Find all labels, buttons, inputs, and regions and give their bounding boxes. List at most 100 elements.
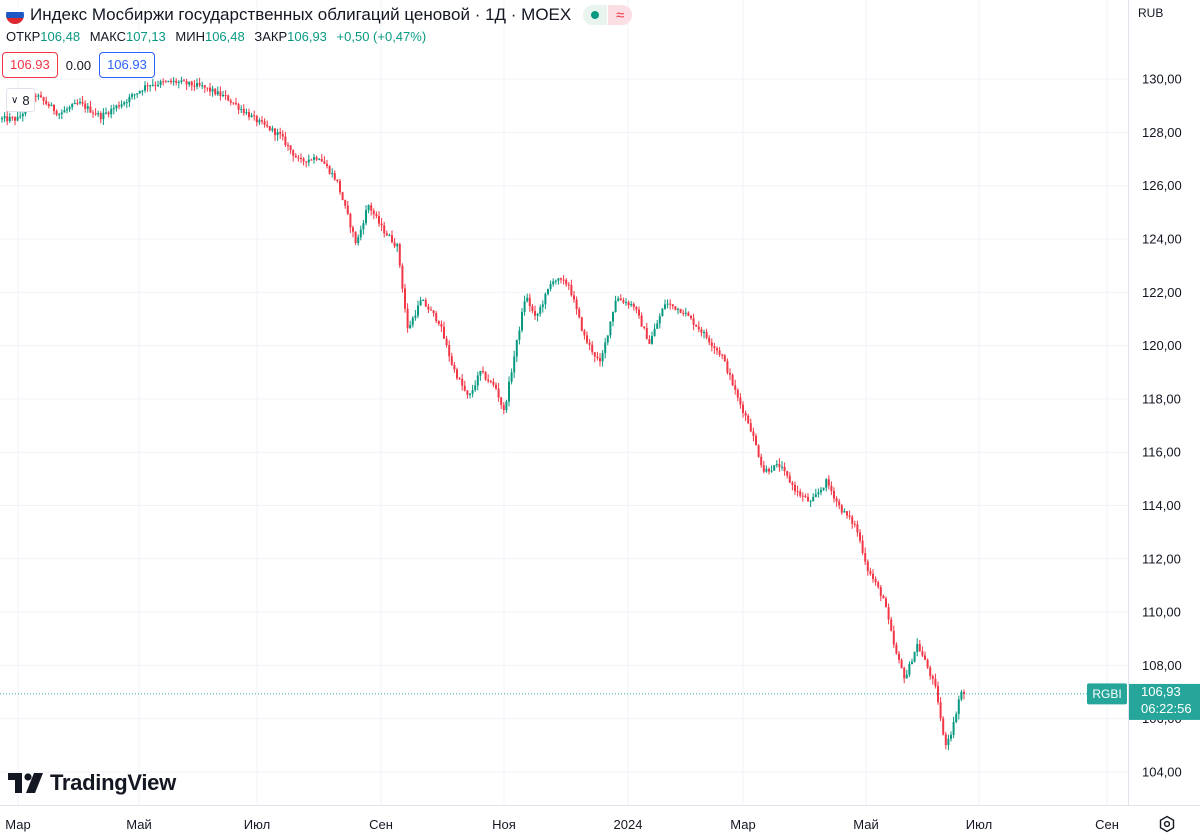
candle-body	[118, 105, 120, 107]
candle-body	[339, 181, 341, 193]
candle-body	[55, 111, 58, 115]
candle-body	[801, 495, 804, 497]
buy-button[interactable]: 106.93	[99, 52, 155, 78]
time-axis[interactable]: Мар Май Июл Сен Ноя 2024 Мар Май Июл Сен	[5, 817, 1119, 832]
candle-body	[934, 678, 937, 686]
settings-gear-icon[interactable]	[1158, 815, 1176, 833]
candle-body	[151, 84, 154, 86]
candle-body	[362, 223, 365, 230]
candle-body	[47, 103, 50, 107]
candle-body	[687, 312, 690, 316]
candle-body	[201, 85, 204, 87]
candle-body	[380, 223, 383, 226]
candle-body	[705, 331, 708, 338]
delayed-data-icon[interactable]: ≈	[608, 5, 633, 25]
candle-body	[632, 303, 635, 308]
indicators-toggle[interactable]: ∨ 8	[6, 88, 35, 112]
candle-body	[781, 466, 783, 468]
candle-body	[162, 81, 165, 83]
candle-body	[336, 179, 339, 182]
candle-body	[497, 388, 500, 398]
candle-body	[866, 561, 869, 572]
candle-body	[417, 305, 419, 316]
price-tick-label: 110,00	[1142, 605, 1181, 620]
candle-body	[92, 112, 94, 114]
candle-body	[81, 101, 84, 104]
currency-selector[interactable]: RUB	[1138, 6, 1164, 20]
candle-body	[21, 113, 24, 117]
tradingview-logo[interactable]: TradingView	[8, 770, 176, 796]
candle-body	[510, 372, 513, 382]
candle-body	[859, 532, 861, 541]
candle-body	[203, 85, 206, 88]
candle-body	[851, 516, 854, 524]
price-badge-countdown: 06:22:56	[1141, 701, 1192, 716]
candle-body	[890, 619, 893, 631]
candle-body	[895, 644, 898, 654]
candle-body	[310, 159, 313, 161]
candle-body	[268, 126, 271, 131]
candle-body	[505, 401, 508, 410]
candles	[1, 76, 965, 751]
candle-body	[775, 464, 778, 466]
candle-body	[297, 157, 300, 159]
candle-body	[762, 465, 765, 472]
candle-body	[333, 173, 336, 180]
candle-body	[326, 163, 328, 167]
candle-body	[42, 97, 45, 101]
candle-body	[588, 342, 591, 345]
candle-body	[294, 155, 297, 158]
symbol-title[interactable]: Индекс Мосбиржи государственных облигаци…	[30, 5, 572, 24]
price-tick-label: 118,00	[1142, 391, 1181, 406]
candle-body	[255, 115, 258, 123]
candle-body	[8, 117, 11, 121]
candle-body	[383, 225, 386, 234]
price-tick-label: 104,00	[1142, 765, 1182, 780]
candle-body	[315, 157, 318, 160]
candle-body	[882, 595, 885, 599]
candle-body	[846, 511, 848, 516]
candle-body	[627, 302, 630, 306]
price-axis[interactable]: 104,00106,00108,00110,00112,00114,00116,…	[1142, 72, 1182, 780]
spread-value: 0.00	[65, 57, 92, 73]
candle-body	[651, 336, 653, 344]
candle-body	[19, 116, 22, 118]
candle-body	[346, 205, 349, 214]
candle-body	[458, 378, 461, 380]
candle-body	[840, 505, 843, 513]
candle-body	[500, 397, 503, 405]
price-tick-label: 120,00	[1142, 338, 1182, 353]
price-tick-label: 130,00	[1142, 72, 1182, 87]
candle-body	[739, 397, 742, 405]
candle-body	[125, 102, 128, 104]
low-label: МИН	[175, 29, 205, 44]
candle-body	[752, 431, 755, 436]
sell-button[interactable]: 106.93	[2, 52, 58, 78]
price-badge-bg	[1129, 683, 1200, 720]
candle-body	[105, 112, 107, 114]
candle-body	[900, 659, 903, 668]
candle-body	[86, 106, 89, 109]
candle-body	[123, 102, 126, 105]
market-open-icon[interactable]	[583, 5, 608, 25]
candle-body	[580, 317, 583, 331]
candle-body	[453, 364, 456, 370]
candle-body	[856, 524, 859, 533]
candle-body	[349, 213, 352, 228]
candle-body	[791, 482, 794, 485]
candle-body	[541, 304, 544, 308]
candle-body	[352, 227, 354, 232]
candle-body	[892, 630, 895, 645]
price-tick-label: 112,00	[1142, 551, 1181, 566]
candle-body	[292, 150, 295, 156]
candle-body	[718, 350, 721, 355]
candle-body	[393, 242, 396, 247]
candle-body	[749, 423, 752, 432]
price-tick-label: 116,00	[1142, 445, 1181, 460]
candle-body	[903, 667, 906, 679]
status-pills[interactable]: ≈	[583, 5, 633, 25]
candle-body	[518, 330, 521, 340]
price-tick-label: 126,00	[1142, 178, 1182, 193]
candle-body	[814, 494, 817, 497]
